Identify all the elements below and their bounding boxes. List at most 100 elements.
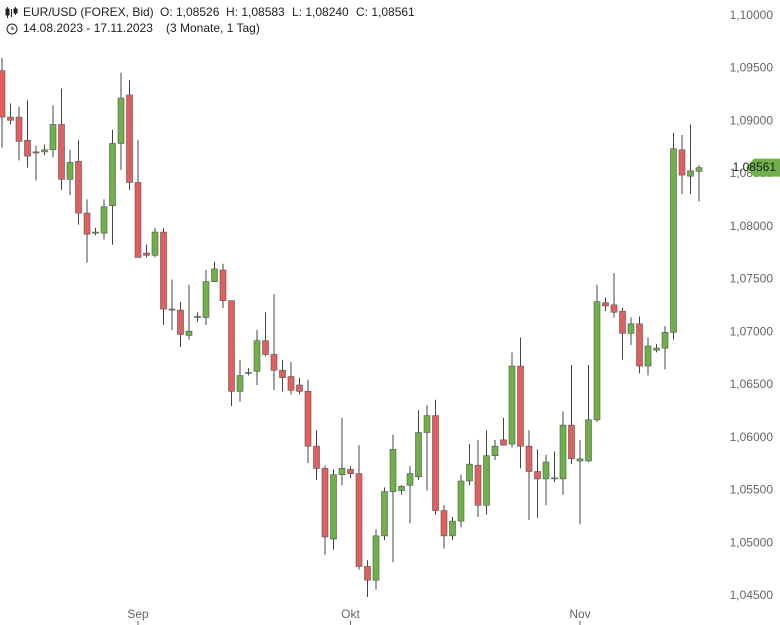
candle-body <box>211 268 218 282</box>
candle-body <box>58 124 65 180</box>
date-range: 14.08.2023 - 17.11.2023 <box>23 21 153 35</box>
y-tick-label: 1,10000 <box>730 8 774 22</box>
candle-body <box>644 345 652 367</box>
price-tag <box>746 158 780 177</box>
candle-body <box>228 300 235 392</box>
y-tick-label: 1,04500 <box>730 588 774 602</box>
candle-body <box>636 323 643 367</box>
y-tick-label: 1,08000 <box>730 219 774 233</box>
candle-body <box>568 424 575 460</box>
y-tick-label: 1,07000 <box>730 324 774 338</box>
candle-body <box>143 252 150 256</box>
candle-body <box>287 376 295 391</box>
clock-icon <box>6 23 18 35</box>
ohlc-label: H: 1,08583 <box>226 5 285 19</box>
candle-body <box>253 340 261 372</box>
candle-body <box>75 161 82 214</box>
candle-body <box>321 468 329 538</box>
candle-body <box>457 480 465 522</box>
candle-body <box>517 365 524 447</box>
ohlc-label: L: 1,08240 <box>292 5 349 19</box>
candle-body <box>15 116 23 142</box>
candle-body <box>661 331 669 349</box>
candle-body <box>602 302 609 307</box>
candle-body <box>219 269 227 301</box>
candle-body <box>678 149 686 176</box>
candle-body <box>202 281 210 318</box>
candle-body <box>500 439 507 446</box>
candle-body <box>364 566 371 581</box>
candle-body <box>381 491 388 537</box>
y-tick-label: 1,07500 <box>730 272 774 286</box>
period: (3 Monate, 1 Tag) <box>166 21 260 35</box>
candle-body <box>83 212 91 235</box>
candle-body <box>177 309 184 335</box>
candle-body <box>423 415 431 433</box>
ohlc-label: O: 1,08526 <box>160 5 220 19</box>
y-tick-label: 1,05000 <box>730 535 774 549</box>
chart-icon <box>5 7 18 18</box>
candle-body <box>415 432 422 478</box>
ohlc-label: C: 1,08561 <box>356 5 415 19</box>
candle-body <box>32 151 40 154</box>
candle-body <box>525 445 533 472</box>
candle-body <box>440 510 448 537</box>
candle-body <box>151 231 159 256</box>
candle-body <box>92 231 99 234</box>
x-tick-label: Nov <box>569 607 590 621</box>
candle-body <box>372 535 380 581</box>
candle-body <box>279 369 286 378</box>
candle-body <box>194 316 201 318</box>
candle-body <box>483 455 490 506</box>
candle-body <box>449 520 456 537</box>
candle-body <box>542 461 550 480</box>
candle-body <box>24 139 31 157</box>
candle-body <box>304 391 312 447</box>
candle-body <box>236 375 244 392</box>
candle-body <box>117 97 125 144</box>
candle-body <box>347 469 354 474</box>
candle-body <box>109 143 116 206</box>
candle-body <box>49 124 57 151</box>
candle-body <box>0 70 6 118</box>
y-tick-label: 1,09500 <box>730 61 774 75</box>
candle-body <box>160 231 167 310</box>
candle-body <box>466 463 473 482</box>
x-tick-label: Sep <box>127 607 149 621</box>
candle-body <box>687 170 694 177</box>
candle-body <box>389 449 397 492</box>
candle-body <box>330 474 337 540</box>
candle-body <box>398 485 405 491</box>
candle-body <box>474 464 482 506</box>
candle-body <box>695 167 703 172</box>
candle-body <box>610 304 618 313</box>
x-tick-label: Okt <box>341 607 360 621</box>
candle-body <box>355 473 363 567</box>
candle-body <box>551 477 558 480</box>
candle-body <box>508 365 516 445</box>
y-tick-label: 1,05500 <box>730 483 774 497</box>
candle-body <box>593 301 601 421</box>
candle-body <box>313 445 320 469</box>
candle-body <box>66 162 74 180</box>
candle-body <box>534 471 541 480</box>
candle-body <box>338 468 346 475</box>
candle-body <box>627 323 635 334</box>
candle-body <box>491 445 499 456</box>
candle-body <box>185 330 193 336</box>
candle-body <box>406 473 414 486</box>
candle-body <box>432 415 439 511</box>
y-tick-label: 1,06000 <box>730 430 774 444</box>
candle-body <box>585 419 592 462</box>
candle-body <box>7 116 14 121</box>
candle-body <box>262 340 269 355</box>
candle-body <box>619 310 626 334</box>
candle-body <box>100 206 108 234</box>
candle-body <box>576 458 584 462</box>
candle-body <box>270 354 278 371</box>
y-tick-label: 1,06500 <box>730 377 774 391</box>
candle-body <box>168 308 176 311</box>
price-tag-label: 1,08561 <box>733 160 777 174</box>
candle-body <box>245 372 252 374</box>
